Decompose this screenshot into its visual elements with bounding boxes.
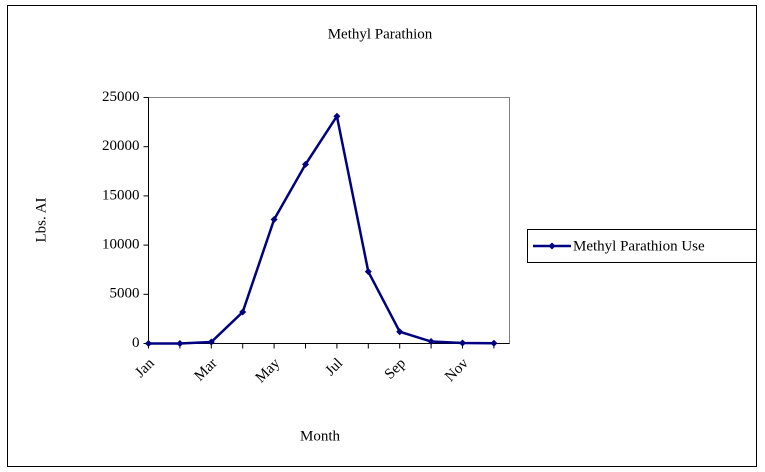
data-point	[364, 268, 372, 276]
data-point	[207, 338, 215, 346]
legend-marker	[548, 242, 556, 250]
data-point	[302, 160, 309, 168]
y-tick-label: 20000	[102, 138, 140, 154]
data-point	[490, 339, 498, 347]
data-point	[176, 340, 184, 347]
x-axis-label: Month	[300, 428, 341, 444]
y-tick-label: 5000	[110, 286, 140, 302]
legend-label: Methyl Parathion Use	[573, 238, 705, 254]
data-point	[427, 338, 435, 346]
y-axis-label: Lbs. AI	[33, 197, 49, 242]
y-tick-label: 10000	[102, 237, 140, 253]
series-line	[148, 112, 494, 345]
chart-title: Methyl Parathion	[328, 26, 433, 42]
data-point	[270, 216, 278, 224]
data-point	[396, 328, 404, 336]
y-tick-label: 15000	[102, 187, 140, 203]
data-point	[145, 340, 152, 347]
data-point	[459, 339, 466, 347]
data-point	[239, 308, 247, 316]
data-point	[333, 112, 341, 120]
legend: Methyl Parathion Use	[527, 229, 756, 263]
y-tick-label: 25000	[102, 89, 140, 105]
y-tick-label: 0	[132, 335, 140, 351]
